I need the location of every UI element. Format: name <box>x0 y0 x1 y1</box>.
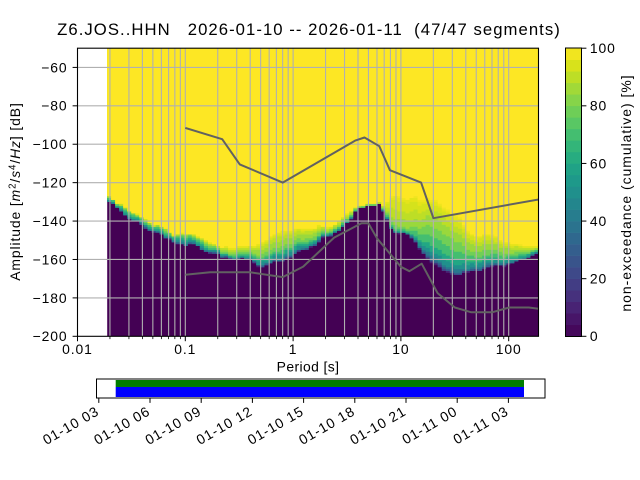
svg-text:80: 80 <box>590 98 607 114</box>
svg-text:−200: −200 <box>33 328 68 344</box>
svg-text:Amplitude [m2/s4/Hz] [dB]: Amplitude [m2/s4/Hz] [dB] <box>7 102 23 280</box>
svg-text:0.1: 0.1 <box>174 341 196 357</box>
svg-text:−140: −140 <box>33 213 68 229</box>
svg-text:−180: −180 <box>33 290 68 306</box>
svg-text:−80: −80 <box>41 98 67 114</box>
svg-text:40: 40 <box>590 213 607 229</box>
svg-text:1: 1 <box>289 341 298 357</box>
svg-text:−120: −120 <box>33 175 68 191</box>
svg-text:20: 20 <box>590 271 607 287</box>
svg-text:0: 0 <box>590 328 599 344</box>
svg-text:−100: −100 <box>33 136 68 152</box>
svg-text:−160: −160 <box>33 251 68 267</box>
svg-text:100: 100 <box>590 40 616 56</box>
svg-text:0.01: 0.01 <box>62 341 93 357</box>
svg-text:−60: −60 <box>41 59 67 75</box>
svg-text:non-exceedance (cumulative) [%: non-exceedance (cumulative) [%] <box>618 74 634 311</box>
svg-text:100: 100 <box>496 341 522 357</box>
svg-text:Period [s]: Period [s] <box>277 359 340 375</box>
svg-text:10: 10 <box>392 341 409 357</box>
svg-text:60: 60 <box>590 155 607 171</box>
svg-text:Z6.JOS..HHN 2026-01-10 -- 20: Z6.JOS..HHN 2026-01-10 -- 2026-01-11 (47… <box>57 20 561 39</box>
